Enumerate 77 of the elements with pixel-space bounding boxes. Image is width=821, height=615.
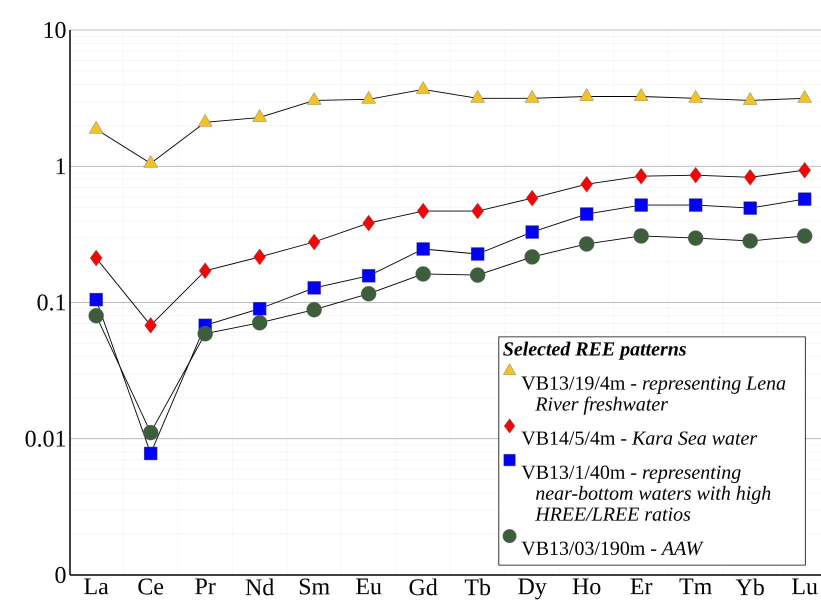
- x-tick-label: Nd: [246, 578, 274, 596]
- point: [198, 114, 212, 127]
- point: [416, 202, 430, 220]
- point: [633, 228, 649, 244]
- point: [89, 121, 104, 134]
- point: [307, 92, 322, 105]
- point: [743, 92, 758, 105]
- point: [144, 155, 158, 168]
- point: [362, 269, 376, 283]
- x-tick-label: Sm: [300, 578, 330, 595]
- point: [634, 198, 648, 212]
- point: [634, 88, 648, 101]
- point: [470, 90, 485, 103]
- x-tick-label: La: [84, 578, 108, 594]
- point: [525, 90, 540, 103]
- point: [253, 248, 266, 266]
- point: [362, 91, 376, 104]
- point: [90, 250, 102, 266]
- point: [360, 286, 376, 302]
- point: [308, 234, 320, 250]
- point: [252, 315, 268, 330]
- x-tick-label: Tm: [679, 578, 712, 594]
- point: [471, 202, 484, 220]
- x-tick-label: Yb: [736, 578, 764, 596]
- point: [415, 266, 431, 282]
- point: [252, 109, 267, 122]
- point: [688, 198, 702, 212]
- point: [743, 201, 757, 215]
- point: [307, 281, 321, 295]
- point: [688, 90, 703, 103]
- point: [689, 166, 702, 184]
- x-tick-label: Lu: [792, 578, 818, 594]
- point: [798, 192, 812, 206]
- point: [744, 169, 756, 186]
- y-tick-label: 1: [56, 158, 66, 174]
- point: [525, 225, 539, 239]
- point: [197, 326, 213, 342]
- point: [470, 267, 486, 283]
- point: [578, 236, 594, 252]
- x-tick-label: Er: [630, 578, 652, 594]
- x-tick-label: Ho: [572, 578, 600, 594]
- x-tick-label: Dy: [518, 578, 547, 600]
- legend-label: VB13/1/40m - representing near-bottom waters with high HREE/LREE ratios: [522, 466, 770, 521]
- point: [470, 247, 484, 261]
- point: [362, 214, 375, 232]
- point: [524, 249, 540, 265]
- y-tick-label: 10: [44, 22, 66, 38]
- point: [798, 162, 811, 178]
- point: [796, 228, 812, 244]
- point: [89, 292, 103, 306]
- point: [306, 302, 322, 318]
- legend-label: VB13/19/4m - representing Lena River freshwater: [522, 376, 786, 415]
- point: [198, 262, 212, 279]
- legend-label: VB14/5/4m - Kara Sea water: [522, 431, 758, 445]
- point: [88, 308, 104, 324]
- point: [416, 242, 430, 256]
- point: [742, 233, 758, 249]
- y-tick-label: 0.1: [38, 294, 66, 311]
- x-tick-label: Ce: [138, 578, 164, 595]
- point: [526, 190, 538, 206]
- x-tick-label: Eu: [356, 578, 382, 594]
- point: [634, 168, 648, 184]
- point: [580, 88, 594, 101]
- y-tick-label: 0.01: [26, 430, 66, 447]
- x-tick-label: Tb: [464, 578, 490, 596]
- point: [144, 317, 157, 334]
- legend-title: Selected REE patterns: [503, 342, 686, 360]
- point: [688, 230, 704, 246]
- x-tick-label: Gd: [410, 578, 438, 596]
- legend-label: VB13/03/190m - AAW: [522, 542, 704, 556]
- point: [416, 81, 430, 94]
- point: [252, 302, 266, 316]
- point: [580, 207, 594, 221]
- point: [798, 90, 812, 103]
- y-tick-label: 0: [55, 566, 66, 584]
- point: [580, 176, 593, 192]
- x-tick-label: Pr: [195, 578, 216, 594]
